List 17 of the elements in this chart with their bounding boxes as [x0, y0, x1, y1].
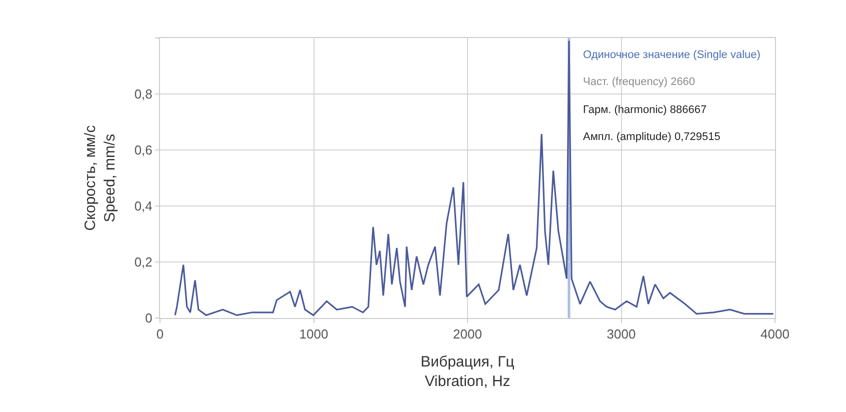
annotation: Част. (frequency) 2660: [583, 76, 696, 88]
y-tick-label: 0,4: [134, 198, 152, 214]
x-tick-label: 2000: [453, 326, 482, 342]
x-tick-label: 4000: [760, 326, 790, 342]
y-tick-label: 0: [145, 310, 152, 326]
x-tick-label: 0: [156, 326, 164, 342]
y-tick-label: 0,8: [134, 86, 152, 102]
line-series: [174, 40, 774, 316]
y-tick-label: 0,6: [134, 142, 152, 158]
x-tick-label: 3000: [606, 326, 636, 342]
annotation: Гарм. (harmonic) 886667: [583, 104, 707, 116]
y-axis-title: Скорость, мм/с Speed, mm/s: [82, 124, 119, 231]
annotation: Ампл. (amplitude) 0,729515: [583, 131, 720, 143]
y-tick-label: 0,2: [134, 254, 152, 270]
x-tick-label: 1000: [299, 326, 328, 342]
annotation: Одиночное значение (Single value): [583, 49, 760, 61]
x-axis-title: Вибрация, Гц Vibration, Hz: [420, 354, 515, 390]
